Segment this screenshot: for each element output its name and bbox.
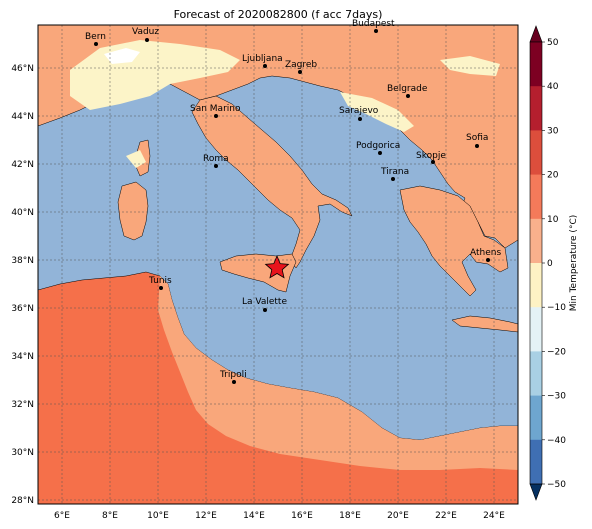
- city-dot-vaduz: [145, 38, 149, 42]
- colorbar-tick-label: −40: [547, 436, 566, 446]
- colorbar-tick-label: 10: [547, 215, 559, 225]
- land-italy: [191, 95, 353, 269]
- graticule: [38, 25, 518, 504]
- lon-tick: 12°E: [195, 511, 217, 521]
- land-crete: [451, 315, 518, 333]
- colorbar-band: [530, 263, 542, 308]
- city-label-skopje: Skopje: [416, 151, 446, 161]
- city-dot-tirana: [391, 177, 395, 181]
- city-dot-ljubljana: [263, 64, 267, 68]
- lat-tick: 32°N: [11, 400, 34, 410]
- balkans-cool-patch: [340, 92, 414, 132]
- colorbar-band: [530, 218, 542, 264]
- city-dot-bern: [94, 42, 98, 46]
- city-label-zagreb: Zagreb: [285, 60, 317, 70]
- colorbar-tick-label: 40: [547, 82, 559, 92]
- lat-tick: 44°N: [11, 112, 34, 122]
- colorbar-top-arrow: [529, 25, 543, 43]
- colorbar-tick-label: 20: [547, 171, 559, 181]
- city-dot-san-marino: [214, 114, 218, 118]
- lat-tick: 30°N: [11, 448, 34, 458]
- lon-tick: 22°E: [435, 511, 457, 521]
- city-label-belgrade: Belgrade: [387, 84, 428, 94]
- city-dot-tripoli: [232, 380, 236, 384]
- colorbar-band: [530, 439, 542, 485]
- red-star-marker: [264, 254, 290, 279]
- apennine-cool-patch: [126, 150, 146, 168]
- colorbar-label: Min Temperature (°C): [569, 215, 579, 312]
- colorbar-band: [530, 395, 542, 441]
- colorbar-tick-label: 50: [547, 38, 559, 48]
- africa-warm-band: [158, 276, 518, 470]
- city-dot-sarajevo: [358, 117, 362, 121]
- city-label-tirana: Tirana: [380, 167, 409, 177]
- map-frame: [37, 24, 519, 505]
- city-label-vaduz: Vaduz: [132, 27, 159, 37]
- land-greece: [399, 185, 509, 297]
- colorbar-tick-label: −50: [547, 480, 566, 490]
- colorbar-tick-label: −20: [547, 347, 566, 357]
- city-label-bern: Bern: [85, 32, 106, 42]
- hungary-cool-patch: [440, 56, 500, 76]
- land-sardinia: [117, 181, 149, 241]
- colorbar-tick-label: 0: [547, 259, 553, 269]
- colorbar-bottom-arrow: [529, 483, 543, 501]
- lon-tick: 8°E: [102, 511, 118, 521]
- colorbar-band: [530, 130, 542, 176]
- colorbar-tick-label: −30: [547, 392, 566, 402]
- city-label-la-valette: La Valette: [242, 297, 287, 307]
- city-dot-tunis: [159, 286, 163, 290]
- city-dot-roma: [214, 164, 218, 168]
- city-label-roma: Roma: [203, 154, 229, 164]
- lon-tick: 6°E: [54, 511, 70, 521]
- city-label-ljubljana: Ljubljana: [242, 54, 283, 64]
- city-label-tripoli: Tripoli: [219, 370, 247, 380]
- colorbar-bands: [530, 42, 542, 485]
- city-dot-zagreb: [298, 70, 302, 74]
- lat-tick: 28°N: [11, 496, 34, 506]
- colorbar-tick-label: 30: [547, 126, 559, 136]
- lon-tick: 16°E: [291, 511, 313, 521]
- city-dot-la-valette: [263, 308, 267, 312]
- map-title: Forecast of 2020082800 (f acc 7days): [174, 8, 383, 21]
- lon-tick: 14°E: [243, 511, 265, 521]
- lon-tick: 10°E: [147, 511, 169, 521]
- city-label-sofia: Sofia: [466, 133, 488, 143]
- city-label-podgorica: Podgorica: [356, 141, 400, 151]
- colorbar: 50 40 30 20 10 0 −10 −20 −30 −40 −50 Min Temperatu…: [529, 25, 579, 501]
- alps-cold-patch: [104, 48, 140, 64]
- city-dot-sofia: [475, 144, 479, 148]
- colorbar-band: [530, 174, 542, 220]
- city-label-tunis: Tunis: [148, 276, 172, 286]
- city-dot-belgrade: [406, 94, 410, 98]
- lon-ticks: 6°E 8°E 10°E 12°E 14°E 16°E 18°E 20°E 22…: [54, 511, 505, 521]
- colorbar-tick-label: −10: [547, 303, 566, 313]
- lat-tick: 34°N: [11, 352, 34, 362]
- city-dot-budapest: [374, 29, 378, 33]
- lon-tick: 24°E: [483, 511, 505, 521]
- colorbar-band: [530, 307, 542, 352]
- lat-tick: 42°N: [11, 160, 34, 170]
- colorbar-ticks: 50 40 30 20 10 0 −10 −20 −30 −40 −50: [542, 38, 566, 490]
- lon-tick: 18°E: [339, 511, 361, 521]
- city-dot-athens: [486, 258, 490, 262]
- lat-tick: 40°N: [11, 208, 34, 218]
- city-label-athens: Athens: [470, 248, 501, 258]
- city-dot-podgorica: [378, 151, 382, 155]
- lat-tick: 38°N: [11, 256, 34, 266]
- colorbar-band: [530, 351, 542, 397]
- colorbar-band: [530, 86, 542, 131]
- city-dot-skopje: [431, 160, 435, 164]
- city-layer: Bern Vaduz Budapest Ljubljana Zagreb Bel…: [85, 19, 501, 384]
- lon-tick: 20°E: [387, 511, 409, 521]
- city-label-san-marino: San Marino: [190, 104, 241, 114]
- lat-ticks: 46°N 44°N 42°N 40°N 38°N 36°N 34°N 32°N …: [11, 64, 34, 506]
- city-label-sarajevo: Sarajevo: [339, 106, 379, 116]
- lat-tick: 36°N: [11, 304, 34, 314]
- lat-tick: 46°N: [11, 64, 34, 74]
- colorbar-band: [530, 42, 542, 87]
- city-label-budapest: Budapest: [352, 19, 395, 29]
